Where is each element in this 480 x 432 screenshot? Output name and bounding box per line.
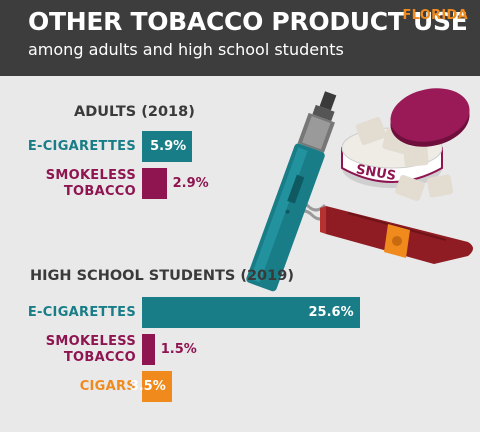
category-label: E-CIGARETTES — [27, 304, 136, 320]
snus-tin-icon: SNUS — [341, 117, 443, 188]
value-label: 3.5% — [129, 379, 166, 394]
bar — [142, 297, 360, 328]
e-cigarette-icon — [246, 91, 337, 292]
state-label: FLORIDA — [402, 8, 468, 23]
value-label: 1.5% — [160, 342, 197, 357]
snus-lid-icon — [390, 88, 470, 147]
value-label: 2.9% — [172, 176, 209, 191]
page-subtitle: among adults and high school students — [28, 40, 344, 59]
smoke-icon — [290, 200, 330, 221]
header-banner: OTHER TOBACCO PRODUCT USE among adults a… — [0, 0, 480, 76]
bar — [142, 334, 155, 365]
highschool-section-title: HIGH SCHOOL STUDENTS (2019) — [30, 268, 294, 284]
snus-label: SNUS — [355, 162, 397, 184]
bar — [142, 131, 193, 162]
cigar-icon — [320, 206, 473, 264]
category-label: CIGARS — [79, 378, 136, 394]
category-label: E-CIGARETTES — [27, 138, 136, 154]
value-label: 5.9% — [150, 139, 187, 154]
category-label: SMOKELESS TOBACCO — [45, 333, 136, 365]
pouch-icon — [395, 174, 454, 201]
category-label: SMOKELESS TOBACCO — [45, 167, 136, 199]
bar — [142, 371, 172, 402]
adults-section-title: ADULTS (2018) — [74, 104, 195, 120]
bar — [142, 168, 167, 199]
value-label: 25.6% — [308, 305, 354, 320]
page-title: OTHER TOBACCO PRODUCT USE — [28, 7, 468, 36]
